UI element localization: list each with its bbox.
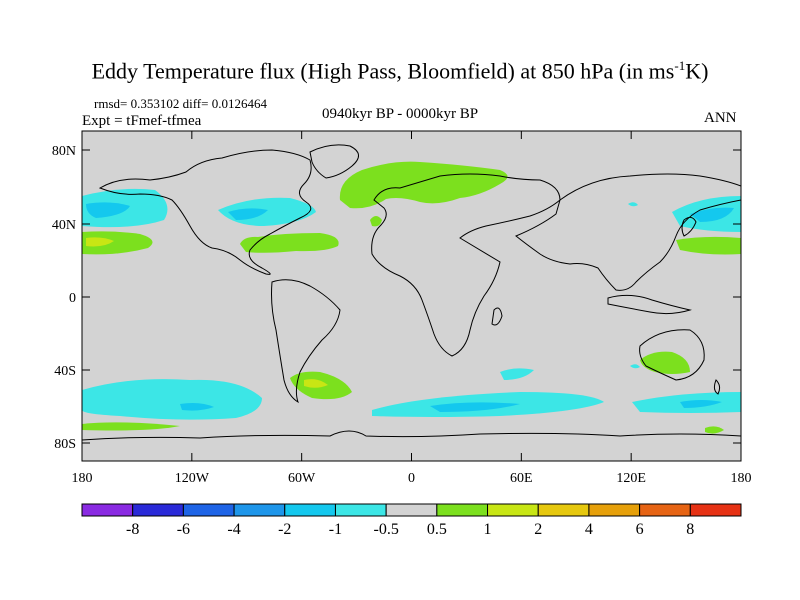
colorbar-label: 6 (636, 521, 644, 538)
coastline-asia (515, 173, 741, 291)
negative-anomaly-north-america-core (228, 208, 268, 220)
colorbar-label: 4 (585, 521, 593, 538)
negative-anomaly-east-pacific-small (630, 364, 640, 369)
negative-anomaly-north-pacific-core (86, 202, 130, 218)
colorbar-swatch (588, 503, 641, 517)
lat-label: 40S (54, 364, 76, 379)
colorbar-swatch (487, 503, 539, 517)
colorbar-label: -2 (278, 521, 291, 538)
colorbar: -8 -6 -4 -2 -1 -0.5 0.5 1 2 4 6 8 (81, 503, 742, 538)
lon-label: 120W (175, 471, 210, 486)
experiment-label: Expt = tFmef-tfmea (82, 113, 202, 129)
colorbar-label: -4 (227, 521, 240, 538)
anomaly-fields (82, 144, 741, 441)
negative-anomaly-south-indian-core (430, 402, 520, 412)
coastline-australia (639, 329, 705, 381)
coastline-indonesia (607, 294, 692, 315)
coastline-madagascar (491, 307, 503, 326)
lon-label: 60E (510, 471, 533, 486)
colorbar-swatch (639, 503, 691, 517)
colorbar-swatch (182, 503, 235, 517)
lon-label: 0 (408, 471, 415, 486)
lat-label: 0 (69, 291, 76, 306)
colorbar-label: -6 (177, 521, 190, 538)
coastline-new-zealand (713, 379, 721, 395)
longitude-axis: 180 120W 60W 0 60E 120E 180 (72, 131, 752, 486)
colorbar-label: 0.5 (427, 521, 447, 538)
positive-anomaly-north-pacific-core (86, 237, 114, 247)
coastline-europe-africa (371, 173, 561, 357)
positive-anomaly-north-pacific (82, 231, 153, 255)
colorbar-swatch (81, 503, 134, 517)
negative-anomaly-south-pacific (82, 379, 262, 420)
positive-anomaly-southern-band (82, 422, 180, 431)
colorbar-swatch (233, 503, 286, 517)
latitude-axis: 80N 40N 0 40S 80S (52, 144, 741, 452)
lon-label: 180 (72, 471, 93, 486)
negative-anomaly-east-asia-small (628, 202, 638, 207)
colorbar-label: -1 (329, 521, 342, 538)
colorbar-label: 1 (484, 521, 492, 538)
lat-label: 80S (54, 437, 76, 452)
lon-label: 60W (288, 471, 316, 486)
coastlines (82, 144, 741, 441)
stats-text: rmsd= 0.353102 diff= 0.0126464 (94, 96, 267, 111)
coastline-antarctica (82, 430, 741, 441)
negative-anomaly-south-australia-core (680, 400, 722, 408)
positive-anomaly-far-south (705, 426, 724, 434)
colorbar-swatch (436, 503, 489, 517)
season-label: ANN (704, 110, 737, 126)
colorbar-label: 2 (534, 521, 542, 538)
negative-anomaly-northwest-pacific-core (690, 207, 734, 222)
colorbar-label: -0.5 (373, 521, 398, 538)
positive-anomaly-east-asia (676, 236, 741, 255)
coastline-greenland (309, 144, 359, 179)
positive-anomaly-australia (640, 351, 690, 374)
coastline-south-america (271, 279, 341, 404)
colorbar-swatch (284, 503, 336, 517)
coastline-north-america (98, 149, 312, 275)
lon-label: 120E (616, 471, 646, 486)
colorbar-swatch (334, 503, 387, 517)
colorbar-swatch (385, 503, 438, 517)
positive-anomaly-atlantic-blob (370, 216, 382, 227)
negative-anomaly-south-pacific-core (180, 403, 214, 411)
lon-label: 180 (731, 471, 752, 486)
lat-label: 40N (52, 218, 76, 233)
positive-anomaly-gulf-stream (240, 233, 339, 253)
negative-anomaly-south-pacific-patch (500, 368, 534, 380)
coastline-japan (681, 216, 697, 237)
colorbar-label: 8 (686, 521, 694, 538)
colorbar-swatch (537, 503, 590, 517)
colorbar-label: -8 (126, 521, 139, 538)
positive-anomaly-south-america-core (304, 379, 328, 388)
colorbar-swatch (689, 503, 742, 517)
positive-anomaly-north-atlantic (339, 161, 508, 209)
period-label: 0940kyr BP - 0000kyr BP (322, 106, 479, 122)
lat-label: 80N (52, 144, 76, 159)
chart-title: Eddy Temperature flux (High Pass, Bloomf… (91, 58, 709, 84)
colorbar-swatch (132, 503, 184, 517)
